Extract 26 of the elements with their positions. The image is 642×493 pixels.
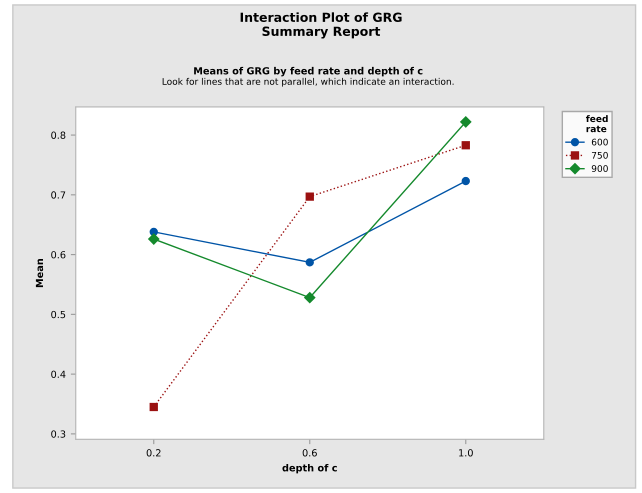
x-tick-label: 1.0 <box>459 449 473 457</box>
y-tick-label: 0.6 <box>51 251 66 258</box>
point <box>306 192 314 201</box>
legend-label: 750 <box>592 152 608 159</box>
y-tick-label: 0.5 <box>51 310 66 318</box>
chart-subtitle: Means of GRG by feed rate and depth of c <box>194 66 422 76</box>
point <box>462 176 470 186</box>
y-axis-title: Mean <box>36 259 44 288</box>
point <box>460 116 472 128</box>
legend-label: 900 <box>592 165 608 172</box>
point <box>148 233 160 245</box>
y-tick-label: 0.4 <box>51 370 66 378</box>
legend-title: feed rate <box>586 115 608 132</box>
legend-label: 600 <box>592 138 608 146</box>
chart-title: Interaction Plot of GRG Summary Report <box>240 12 402 39</box>
point <box>462 141 470 150</box>
x-axis-title: depth of c <box>282 464 337 474</box>
point <box>304 292 316 304</box>
text: Look for lines that are not parallel, which indicate an interaction. <box>162 78 454 87</box>
x-tick-label: 0.2 <box>146 449 161 457</box>
point <box>306 258 314 267</box>
point <box>150 402 158 412</box>
y-tick-label: 0.8 <box>51 132 66 139</box>
y-tick-label: 0.7 <box>51 191 66 199</box>
y-tick-label: 0.3 <box>51 430 66 438</box>
x-tick-label: 0.6 <box>302 449 317 457</box>
